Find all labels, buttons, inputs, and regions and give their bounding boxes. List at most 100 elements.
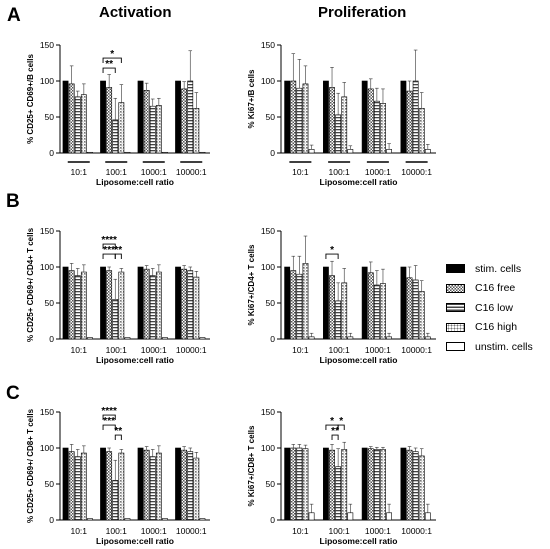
bar — [335, 466, 342, 521]
y-tick-label: 0 — [270, 334, 275, 344]
x-axis-label: Liposome:cell ratio — [320, 536, 398, 546]
bar — [68, 83, 75, 154]
chart-panel-c-left: 0 50 100 150 % CD25+ CD69+/ CD8+ T cells 10:1… — [26, 406, 210, 546]
significance-label: * — [330, 416, 334, 427]
bar — [361, 80, 368, 154]
y-tick-label: 100 — [40, 76, 54, 86]
bar — [118, 271, 125, 340]
bar — [199, 518, 206, 521]
x-tick-label: 10:1 — [292, 167, 309, 177]
bar — [290, 270, 297, 340]
bar — [347, 336, 354, 340]
bar — [296, 87, 303, 154]
bar — [74, 456, 81, 521]
bar — [406, 449, 413, 521]
bar — [162, 518, 168, 521]
y-tick-label: 100 — [261, 443, 275, 453]
bar — [367, 88, 374, 154]
bar — [143, 90, 150, 154]
bar — [347, 512, 354, 521]
chart-panel-c-right: 0 50 100 150 % Ki67+/CD8+ T cells 10:1 100:1 10… — [247, 407, 436, 546]
legend-item-c16-low: C16 low — [446, 298, 533, 318]
significance-label: ** — [114, 245, 122, 256]
bar — [112, 480, 119, 521]
bar — [380, 283, 386, 340]
x-tick-label: 1000:1 — [365, 167, 391, 177]
bar — [106, 87, 113, 154]
legend: stim. cells C16 free C16 low C16 high un… — [446, 259, 533, 357]
chart-panel-b-right: 0 50 100 150 % Ki67+/CD4+ T cells 10:1 100:1 10… — [247, 226, 436, 365]
x-axis-label: Liposome:cell ratio — [320, 355, 398, 365]
legend-swatch-open — [446, 342, 465, 352]
legend-item-c16-free: C16 free — [446, 279, 533, 299]
bar — [80, 271, 87, 340]
y-tick-label: 150 — [40, 407, 54, 417]
y-tick-label: 50 — [266, 298, 276, 308]
significance-bracket — [102, 253, 116, 260]
bar — [137, 80, 144, 154]
bar — [308, 149, 315, 154]
y-axis-label: % Ki67+/CD4+ T cells — [247, 244, 256, 325]
x-axis-label: Liposome:cell ratio — [320, 177, 398, 187]
significance-bracket — [331, 434, 339, 441]
legend-label: C16 low — [475, 301, 513, 314]
bar — [406, 277, 413, 340]
bar — [137, 447, 144, 521]
significance-bracket — [102, 414, 116, 421]
bar — [149, 275, 156, 340]
legend-item-unstim: unstim. cells — [446, 337, 533, 357]
y-tick-label: 100 — [261, 262, 275, 272]
bar — [143, 268, 150, 340]
legend-label: C16 free — [475, 282, 516, 295]
legend-label: unstim. cells — [475, 340, 533, 353]
significance-bracket — [102, 243, 116, 250]
y-tick-label: 0 — [49, 334, 54, 344]
y-tick-label: 150 — [261, 226, 275, 236]
row-letter-c: C — [6, 383, 20, 404]
row-letter-a: A — [7, 5, 21, 26]
bar — [380, 103, 386, 154]
bar — [367, 272, 374, 340]
significance-label: **** — [101, 406, 117, 417]
bar — [290, 80, 297, 154]
bar — [329, 87, 335, 154]
x-tick-label: 10:1 — [292, 345, 309, 355]
bar — [181, 449, 188, 521]
column-title-activation: Activation — [99, 4, 172, 21]
bar — [62, 447, 69, 521]
bar — [62, 80, 69, 154]
bar — [187, 80, 194, 154]
bar — [341, 282, 348, 340]
bar — [373, 449, 380, 521]
y-tick-label: 0 — [270, 515, 275, 525]
bar — [284, 266, 291, 340]
bar — [100, 80, 106, 154]
bar — [308, 336, 315, 340]
bar — [87, 151, 93, 154]
y-axis-label: % Ki67+/CD8+ T cells — [247, 425, 256, 506]
y-tick-label: 50 — [266, 112, 276, 122]
bar — [400, 80, 407, 154]
y-tick-label: 0 — [49, 515, 54, 525]
bar — [87, 518, 93, 521]
x-tick-label: 10000:1 — [401, 167, 432, 177]
bar — [175, 266, 181, 340]
chart-panel-a-right: 0 50 100 150 % Ki67+/B cells 10:1 100:1 1000:1 1… — [247, 40, 436, 187]
legend-swatch-hstripe — [446, 303, 465, 313]
bar — [149, 456, 156, 521]
y-tick-label: 150 — [261, 40, 275, 50]
bar — [406, 90, 413, 154]
bar — [290, 447, 297, 521]
bar — [424, 512, 431, 521]
y-axis-label: % Ki67+/B cells — [247, 69, 256, 128]
bar — [118, 452, 125, 521]
significance-bracket — [337, 424, 345, 431]
bar — [100, 266, 106, 340]
y-tick-label: 150 — [261, 407, 275, 417]
x-tick-label: 100:1 — [328, 167, 350, 177]
bar — [187, 451, 194, 521]
bar — [80, 452, 87, 521]
legend-label: C16 high — [475, 321, 518, 334]
x-tick-label: 10000:1 — [176, 526, 207, 536]
